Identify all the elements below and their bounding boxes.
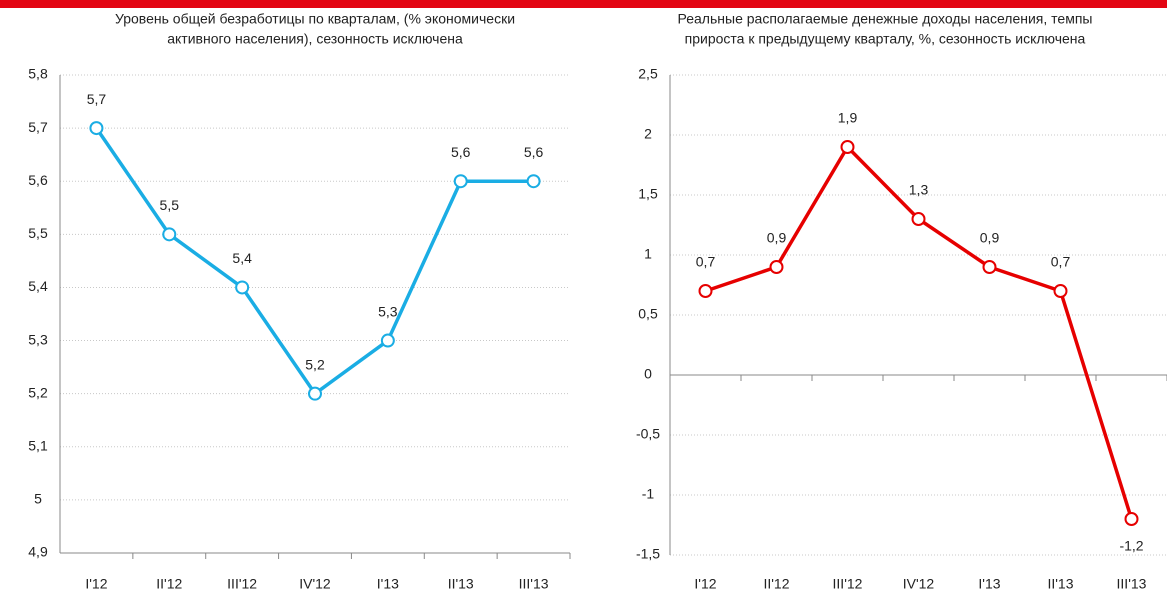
y-tick-label: 5,6 [28, 172, 48, 188]
chart-title: Реальные располагаемые денежные доходы н… [678, 11, 1093, 27]
y-tick-label: 4,9 [28, 544, 48, 560]
x-tick-label: III'13 [1117, 576, 1147, 592]
point [526, 174, 541, 189]
point [911, 212, 926, 226]
y-tick-label: 5,4 [28, 278, 48, 294]
x-tick-label: III'13 [519, 576, 549, 592]
point [380, 333, 395, 348]
x-tick-label: II'13 [1047, 576, 1073, 592]
point [235, 280, 250, 295]
data-label: 0,9 [980, 230, 1000, 246]
y-tick-label: -1 [642, 486, 655, 502]
y-tick-label: 5,8 [28, 66, 48, 82]
chart-title: прироста к предыдущему кварталу, %, сезо… [685, 31, 1086, 47]
data-label: 5,7 [87, 91, 107, 107]
data-label: 1,9 [838, 110, 858, 126]
y-tick-label: -1,5 [636, 546, 660, 562]
y-tick-label: 5,5 [28, 225, 48, 241]
x-tick-label: IV'12 [903, 576, 935, 592]
point [840, 140, 855, 154]
series-line [94, 127, 534, 396]
point [453, 174, 468, 189]
y-tick-label: 1 [644, 246, 652, 262]
point [1124, 512, 1139, 526]
x-tick-label: I'13 [377, 576, 399, 592]
y-tick-label: 0,5 [638, 306, 658, 322]
y-tick-label: 5,7 [28, 119, 48, 135]
y-tick-label: 5 [34, 491, 42, 507]
top-bar [0, 0, 1167, 8]
x-tick-label: II'13 [448, 576, 474, 592]
x-tick-label: II'12 [763, 576, 789, 592]
y-tick-label: -0,5 [636, 426, 660, 442]
point [698, 284, 713, 298]
series-line [704, 145, 1134, 520]
point [162, 227, 177, 242]
data-label: 0,7 [1051, 254, 1071, 270]
point [89, 121, 104, 136]
x-tick-label: III'12 [833, 576, 863, 592]
x-tick-label: II'12 [156, 576, 182, 592]
chart-title: активного населения), сезонность исключе… [167, 31, 463, 47]
y-tick-label: 1,5 [638, 186, 658, 202]
x-tick-label: I'12 [694, 576, 716, 592]
data-label: 1,3 [909, 182, 929, 198]
point [308, 386, 322, 401]
data-label: 5,2 [305, 356, 325, 372]
y-tick-label: 2 [644, 126, 652, 142]
y-tick-label: 5,1 [28, 437, 48, 453]
x-tick-label: IV'12 [299, 576, 331, 592]
data-label: 0,9 [767, 230, 787, 246]
data-label: 5,6 [451, 144, 471, 160]
point [1053, 284, 1068, 298]
data-label: -1,2 [1119, 538, 1143, 554]
data-label: 5,4 [232, 250, 252, 266]
y-tick-label: 5,2 [28, 384, 48, 400]
x-tick-label: I'12 [85, 576, 107, 592]
point [769, 260, 784, 274]
y-tick-label: 2,5 [638, 66, 658, 82]
data-label: 5,6 [524, 144, 544, 160]
data-label: 0,7 [696, 254, 716, 270]
chart-title: Уровень общей безработицы по кварталам, … [115, 11, 515, 27]
data-label: 5,5 [160, 197, 180, 213]
y-tick-label: 0 [644, 366, 652, 382]
point [982, 260, 997, 274]
y-tick-label: 5,3 [28, 331, 48, 347]
x-tick-label: III'12 [227, 576, 257, 592]
data-label: 5,3 [378, 303, 398, 319]
x-tick-label: I'13 [978, 576, 1000, 592]
